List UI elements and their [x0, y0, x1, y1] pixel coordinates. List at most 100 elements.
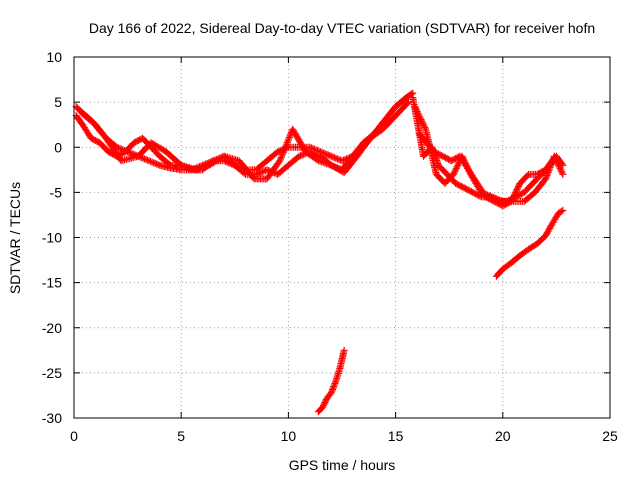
data-point: [323, 150, 331, 158]
data-point: [541, 176, 549, 184]
data-point: [319, 402, 327, 410]
data-point: [415, 112, 423, 120]
data-point: [281, 143, 289, 151]
data-point: [330, 154, 338, 162]
data-point: [553, 158, 561, 166]
data-point: [148, 158, 156, 166]
data-point: [417, 116, 425, 124]
data-point: [510, 193, 518, 201]
data-point: [331, 379, 339, 387]
data-point: [452, 166, 460, 174]
data-point: [402, 94, 410, 102]
chart-title: Day 166 of 2022, Sidereal Day-to-day VTE…: [89, 20, 595, 36]
data-point: [145, 157, 153, 165]
data-point: [278, 152, 286, 160]
data-point: [294, 134, 302, 142]
data-point: [274, 148, 282, 156]
data-point: [283, 139, 291, 146]
data-point: [282, 142, 290, 150]
data-point: [260, 167, 268, 175]
data-point: [554, 160, 562, 168]
data-point: [319, 403, 327, 411]
data-point: [512, 187, 520, 195]
x-axis-title: GPS time / hours: [289, 457, 396, 473]
data-point: [419, 120, 427, 128]
data-point: [144, 156, 152, 164]
data-point: [419, 119, 427, 127]
data-point: [512, 188, 520, 196]
x-tick-label: 15: [388, 428, 404, 444]
data-point: [295, 136, 303, 144]
data-point: [421, 124, 429, 132]
data-point: [151, 159, 159, 167]
data-point: [401, 95, 409, 103]
y-tick-label: -20: [42, 320, 62, 336]
data-point: [142, 155, 150, 163]
data-point: [281, 145, 289, 153]
data-point: [557, 166, 565, 174]
data-point: [330, 383, 338, 391]
data-point: [277, 153, 285, 161]
y-axis-title: SDTVAR / TECUs: [7, 182, 23, 294]
data-point: [293, 133, 301, 141]
data-point: [559, 170, 567, 178]
y-tick-label: -25: [42, 365, 62, 381]
data-point: [403, 99, 411, 107]
data-point: [279, 148, 287, 156]
data-point: [327, 152, 335, 160]
data-point: [557, 207, 565, 215]
y-tick-label: -15: [42, 275, 62, 291]
x-tick-label: 5: [177, 428, 185, 444]
data-point: [412, 104, 420, 112]
data-point: [514, 184, 522, 192]
data-point: [275, 158, 283, 166]
data-point: [297, 152, 305, 160]
data-point: [412, 106, 420, 114]
data-point: [324, 151, 332, 159]
data-point: [335, 155, 343, 163]
data-point: [547, 158, 555, 166]
data-point: [165, 160, 173, 168]
data-point: [280, 147, 288, 155]
data-point: [340, 156, 348, 164]
data-point: [295, 152, 303, 160]
data-point: [510, 191, 518, 199]
data-point: [550, 152, 558, 160]
data-point: [332, 154, 340, 162]
data-point: [329, 384, 337, 392]
data-point: [557, 167, 565, 175]
data-point: [321, 150, 329, 158]
data-point: [329, 153, 337, 161]
data-point: [330, 381, 338, 389]
data-point: [291, 130, 299, 138]
data-point: [559, 206, 567, 214]
data-point: [508, 196, 516, 204]
data-point: [507, 197, 515, 205]
data-point: [515, 182, 523, 190]
data-point: [290, 127, 298, 135]
x-tick-label: 0: [70, 428, 78, 444]
data-point: [418, 117, 426, 125]
data-point: [139, 154, 147, 162]
data-point: [547, 221, 555, 229]
data-point: [450, 169, 458, 177]
data-point: [289, 125, 297, 133]
data-point: [449, 170, 457, 178]
data-point: [326, 152, 334, 160]
data-point: [545, 226, 553, 234]
data-point: [543, 172, 551, 180]
series-track-h: [314, 346, 348, 416]
series-track-g: [492, 206, 567, 280]
data-point: [513, 185, 521, 193]
data-point: [154, 161, 162, 169]
data-point: [509, 194, 517, 202]
y-tick-label: 5: [54, 94, 62, 110]
data-point: [548, 157, 556, 165]
x-tick-label: 25: [602, 428, 618, 444]
data-point: [296, 137, 304, 145]
data-point: [283, 140, 291, 148]
data-point: [420, 122, 428, 130]
data-point: [328, 387, 336, 395]
data-point: [555, 161, 563, 169]
data-point: [555, 163, 563, 171]
